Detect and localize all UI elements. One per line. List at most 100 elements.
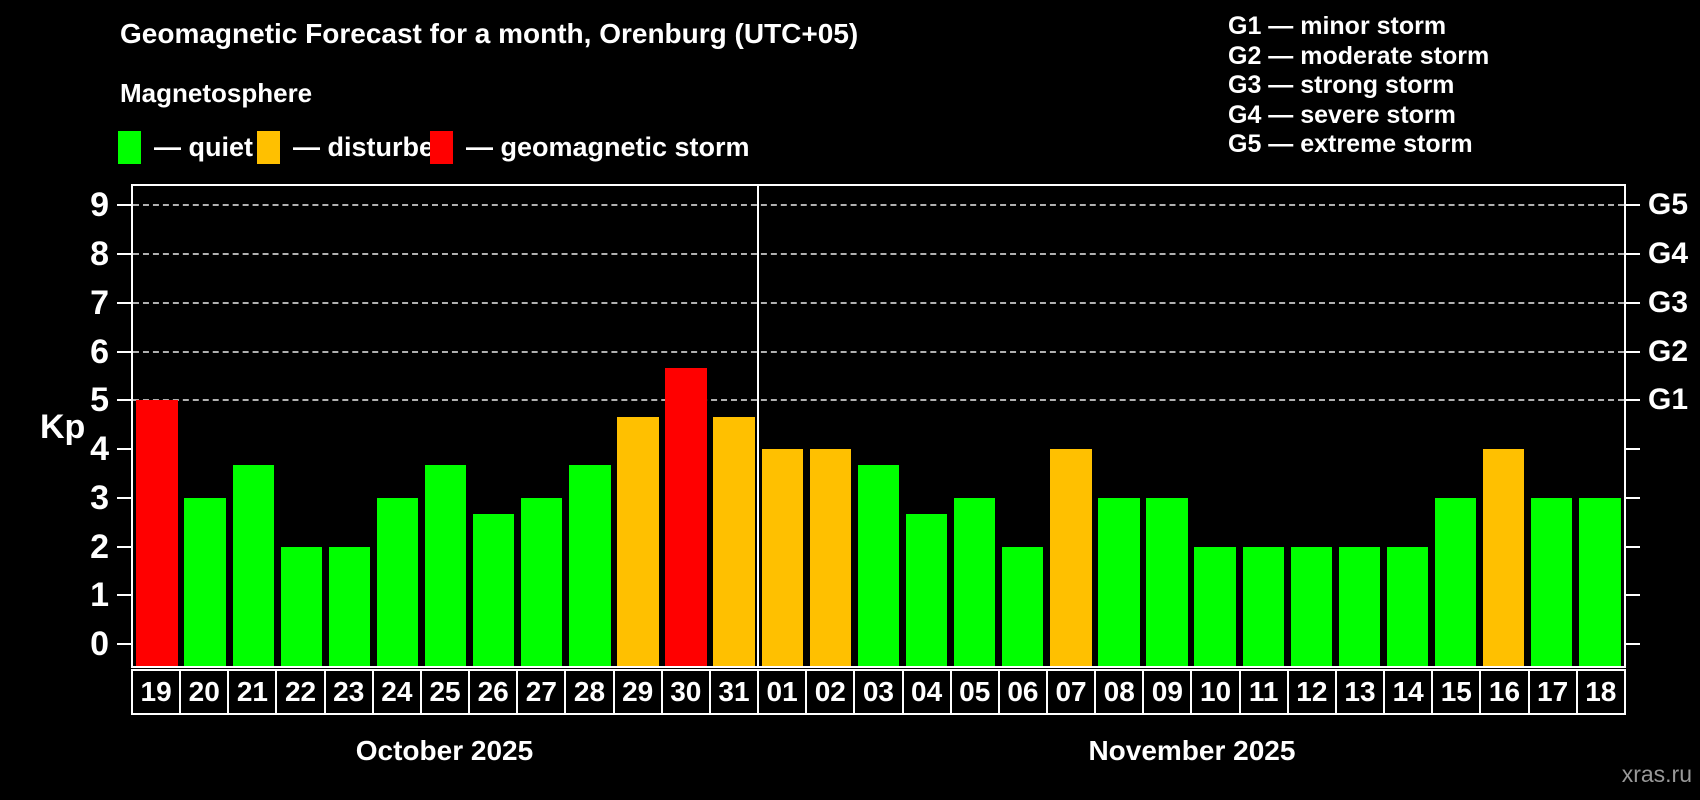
left-tick-1 bbox=[117, 594, 131, 597]
bar-slot bbox=[710, 186, 758, 666]
left-tick-2 bbox=[117, 545, 131, 548]
day-label-02: 02 bbox=[807, 671, 854, 713]
left-tick-9 bbox=[117, 204, 131, 207]
day-label-24: 24 bbox=[373, 671, 420, 713]
legend-label-storm: — geomagnetic storm bbox=[466, 131, 750, 162]
y-tick-label-3: 3 bbox=[90, 478, 109, 517]
day-label-01: 01 bbox=[759, 671, 806, 713]
day-label-25: 25 bbox=[421, 671, 469, 713]
day-label-15: 15 bbox=[1433, 671, 1480, 713]
day-label-05: 05 bbox=[951, 671, 998, 713]
right-axis-label-G4: G4 bbox=[1648, 237, 1689, 271]
day-label-07: 07 bbox=[1047, 671, 1095, 713]
legend-label-quiet: — quiet bbox=[154, 131, 253, 162]
day-label-04: 04 bbox=[903, 671, 950, 713]
day-label-14: 14 bbox=[1385, 671, 1432, 713]
day-label-19: 19 bbox=[133, 671, 180, 713]
day-label-28: 28 bbox=[566, 671, 613, 713]
bar-slot bbox=[1191, 186, 1239, 666]
bar-slot bbox=[758, 186, 806, 666]
right-tick-2 bbox=[1626, 545, 1640, 548]
bar-slot bbox=[422, 186, 470, 666]
right-tick-4 bbox=[1626, 448, 1640, 451]
day-label-13: 13 bbox=[1336, 671, 1384, 713]
y-tick-label-8: 8 bbox=[90, 235, 109, 274]
kp-bar-day-28 bbox=[569, 465, 611, 666]
bar-slot bbox=[229, 186, 277, 666]
day-label-20: 20 bbox=[181, 671, 228, 713]
bar-slot bbox=[1383, 186, 1431, 666]
kp-bar-day-18 bbox=[1579, 497, 1621, 666]
bar-slot bbox=[1143, 186, 1191, 666]
legend-swatch-disturbed-icon bbox=[257, 130, 280, 164]
day-label-22: 22 bbox=[277, 671, 324, 713]
right-axis-label-G1: G1 bbox=[1648, 383, 1689, 417]
left-tick-7 bbox=[117, 301, 131, 304]
bar-slot bbox=[518, 186, 566, 666]
bar-slot bbox=[854, 186, 902, 666]
bar-slot bbox=[1287, 186, 1335, 666]
day-label-12: 12 bbox=[1288, 671, 1335, 713]
right-axis-label-G3: G3 bbox=[1648, 285, 1689, 319]
kp-bar-day-25 bbox=[424, 465, 467, 666]
bar-slot bbox=[1335, 186, 1383, 666]
kp-bar-day-31 bbox=[713, 416, 755, 666]
right-tick-5 bbox=[1626, 399, 1640, 402]
kp-bar-day-29 bbox=[617, 416, 659, 666]
kp-bar-day-13 bbox=[1338, 546, 1381, 666]
bar-slot bbox=[999, 186, 1047, 666]
kp-bar-day-26 bbox=[473, 513, 515, 666]
bar-slot bbox=[1528, 186, 1576, 666]
legend-label-disturbed: — disturbed bbox=[293, 131, 451, 162]
right-axis-label-G5: G5 bbox=[1648, 188, 1689, 222]
kp-bar-day-08 bbox=[1098, 497, 1140, 666]
bar-slot bbox=[133, 186, 181, 666]
storm-scale-legend-line: G1 — minor storm bbox=[1228, 12, 1447, 40]
bar-slot bbox=[325, 186, 373, 666]
kp-bar-day-05 bbox=[953, 497, 996, 666]
y-tick-label-9: 9 bbox=[90, 186, 109, 225]
kp-bar-day-03 bbox=[857, 465, 900, 666]
kp-bar-day-04 bbox=[905, 513, 948, 666]
kp-bar-day-17 bbox=[1531, 497, 1573, 666]
bar-slot bbox=[181, 186, 229, 666]
kp-bar-day-27 bbox=[521, 497, 563, 666]
y-tick-label-6: 6 bbox=[90, 332, 109, 371]
gridline-kp-9 bbox=[133, 204, 1624, 207]
kp-bar-day-23 bbox=[328, 546, 371, 666]
bar-slot bbox=[1432, 186, 1480, 666]
kp-bar-day-02 bbox=[809, 449, 852, 666]
bar-slot bbox=[614, 186, 662, 666]
month-label-november: November 2025 bbox=[1088, 735, 1296, 766]
kp-bar-day-24 bbox=[376, 497, 419, 666]
bar-slot bbox=[470, 186, 518, 666]
left-tick-0 bbox=[117, 643, 131, 646]
day-label-23: 23 bbox=[325, 671, 372, 713]
day-label-29: 29 bbox=[614, 671, 661, 713]
y-tick-label-1: 1 bbox=[90, 576, 109, 615]
kp-bar-day-01 bbox=[761, 449, 803, 666]
kp-bar-day-16 bbox=[1482, 449, 1525, 666]
month-label-october: October 2025 bbox=[355, 735, 534, 766]
color-legend: — quiet — disturbed — geomagnetic storm bbox=[0, 128, 1100, 166]
day-label-11: 11 bbox=[1240, 671, 1287, 713]
plot-area bbox=[131, 184, 1626, 668]
bar-slot bbox=[277, 186, 325, 666]
day-label-31: 31 bbox=[710, 671, 758, 713]
kp-bar-day-15 bbox=[1434, 497, 1477, 666]
left-tick-6 bbox=[117, 350, 131, 353]
right-tick-0 bbox=[1626, 643, 1640, 646]
y-tick-label-0: 0 bbox=[90, 625, 109, 664]
bar-slot bbox=[1047, 186, 1095, 666]
y-tick-label-2: 2 bbox=[90, 527, 109, 566]
left-tick-4 bbox=[117, 448, 131, 451]
day-label-21: 21 bbox=[229, 671, 276, 713]
right-tick-6 bbox=[1626, 350, 1640, 353]
bars-container bbox=[133, 186, 1624, 666]
legend-item-storm: — geomagnetic storm bbox=[430, 128, 750, 166]
bar-slot bbox=[373, 186, 421, 666]
kp-bar-day-09 bbox=[1146, 497, 1188, 666]
storm-scale-legend: G1 — minor storm G2 — moderate storm G3 — … bbox=[1228, 12, 1489, 160]
gridline-kp-8 bbox=[133, 253, 1624, 256]
